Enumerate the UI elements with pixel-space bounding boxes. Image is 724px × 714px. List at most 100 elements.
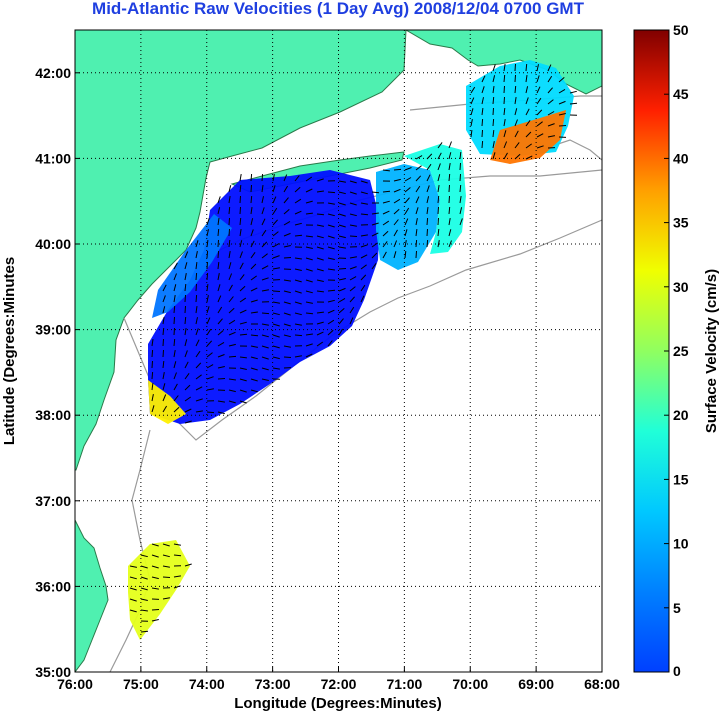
velocity-vector [404,218,409,226]
velocity-vector [349,266,357,270]
velocity-vector [228,400,236,404]
velocity-vector [393,208,400,215]
velocity-vector [272,356,280,360]
velocity-vector [327,299,335,303]
velocity-vector [514,119,518,127]
velocity-vector [250,378,258,382]
velocity-vector [448,163,451,171]
velocity-vector [283,345,291,348]
velocity-vector [305,235,313,238]
velocity-vector [162,543,170,547]
velocity-vector [195,398,203,402]
velocity-vector [206,306,210,314]
velocity-vector [349,286,356,292]
colorbar-label: Surface Velocity (cm/s) [703,269,720,433]
velocity-vector [437,163,441,171]
plot-area [75,30,602,672]
velocity-vector [360,244,368,248]
velocity-vector [327,213,335,217]
velocity-vector [404,187,411,193]
velocity-vector [250,184,252,193]
velocity-vector [184,273,187,281]
velocity-vector [558,113,566,116]
velocity-vector [261,265,269,270]
velocity-vector [217,196,221,204]
velocity-vector [294,301,302,305]
velocity-vector [382,190,391,193]
velocity-vector [173,554,182,557]
velocity-vector [239,333,248,336]
velocity-vector [294,355,302,358]
velocity-vector [448,152,452,160]
velocity-vector [327,268,335,271]
velocity-vector [184,316,187,325]
colorbar: 0 5 10 15 20 25 30 35 40 45 50 Surface Velocity (c… [633,22,720,679]
velocity-vector [228,296,234,303]
velocity-vector [404,177,412,182]
velocity-vector [294,257,302,260]
velocity-vector [536,121,543,127]
velocity-vector [250,389,258,393]
velocity-vector [261,185,264,193]
velocity-vector [239,297,247,303]
velocity-vector [217,218,220,226]
velocity-vector [338,213,346,217]
velocity-vector [404,240,407,248]
colorbar-tick-label: 5 [673,600,681,616]
region-delmarva-corner [148,380,186,424]
y-tick-label: 37:00 [35,493,71,509]
velocity-vector [261,277,269,281]
velocity-vector [217,366,225,369]
x-tick-label: 76:00 [57,676,93,692]
velocity-vector [294,334,303,337]
x-tick-label: 74:00 [189,676,225,692]
velocity-vector [162,327,165,336]
y-tick-label: 41:00 [35,150,71,166]
velocity-vector [316,290,324,293]
velocity-vector [261,207,265,215]
velocity-vector [261,289,269,292]
velocity-vector [217,228,220,237]
velocity-vector [206,411,215,414]
velocity-vector [338,268,347,270]
velocity-vector [217,250,220,259]
velocity-vector [151,349,154,358]
velocity-vector [459,151,462,160]
velocity-vector [316,341,324,347]
velocity-vector [162,349,164,358]
velocity-vector [437,142,443,149]
velocity-vector [217,341,225,347]
y-tick-label: 35:00 [35,664,71,680]
velocity-vector [162,284,167,292]
velocity-vector [184,408,192,413]
x-tick-label: 72:00 [321,676,357,692]
velocity-vector [382,241,388,248]
velocity-vector [184,373,190,380]
velocity-vector [558,77,565,83]
colorbar-tick-label: 30 [673,279,689,295]
velocity-vector [261,196,264,204]
x-tick-label: 71:00 [386,676,422,692]
velocity-vector [261,241,268,248]
velocity-vector [492,75,496,83]
velocity-vector [514,74,516,83]
velocity-vector [239,367,247,370]
velocity-vector [404,251,407,259]
velocity-vector [305,188,313,193]
velocity-vector [492,96,495,105]
velocity-vector [492,107,494,116]
velocity-vector [151,405,155,413]
velocity-vector [206,364,214,369]
velocity-vector [261,323,269,326]
velocity-vector [173,327,175,336]
velocity-vector [283,257,292,259]
velocity-vector [316,268,324,272]
velocity-vector [173,295,176,303]
velocity-vector [272,231,279,237]
velocity-vector [195,410,203,413]
velocity-vector [492,86,495,94]
velocity-vector [415,250,417,259]
velocity-vector [173,406,180,413]
velocity-vector [151,576,159,580]
velocity-vector [228,239,231,248]
